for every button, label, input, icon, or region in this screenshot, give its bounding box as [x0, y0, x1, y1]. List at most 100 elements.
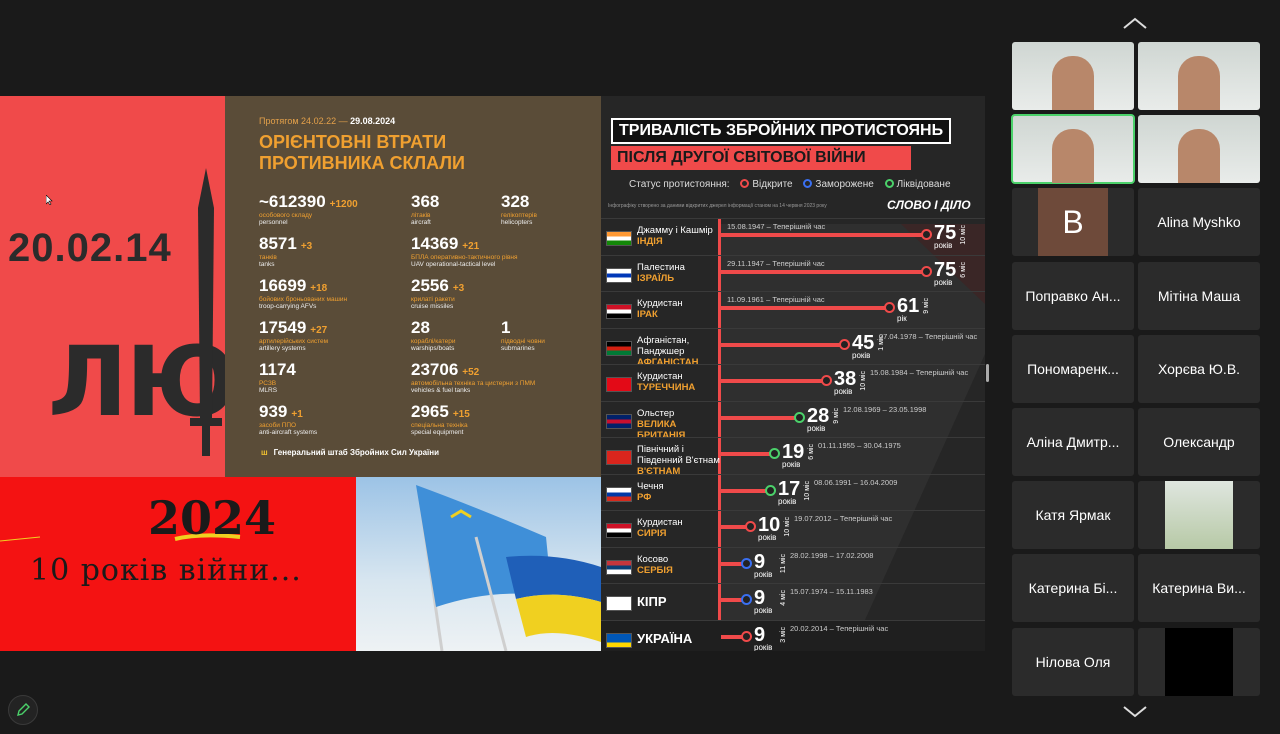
conflict-row: КІПР 9 років 4 міс 15.07.1974 – 15.11.1983 — [601, 583, 985, 620]
participant-tile[interactable]: Пономаренк... — [1012, 334, 1134, 403]
loss-stat-num: 1 — [501, 318, 511, 337]
chevron-up-icon[interactable] — [1122, 16, 1148, 30]
country-flag-icon — [606, 632, 632, 648]
loss-stat-ua: РСЗВ — [259, 380, 277, 387]
loss-stat-ua: автомобільна техніка та цистерни з ПММ — [411, 380, 536, 387]
participant-tile[interactable]: Олександр — [1138, 408, 1260, 476]
participant-video — [1052, 56, 1094, 110]
participant-tile[interactable]: Катерина Бі... — [1012, 554, 1134, 623]
participant-tile[interactable]: Поправко Ан... — [1012, 261, 1134, 330]
duration-years: 61 — [897, 295, 920, 317]
conflict-country: УКРАЇНА — [637, 632, 722, 646]
conflict-row: Ольстер ВЕЛИКА БРИТАНІЯ 28 років 9 міс 12.08.… — [601, 400, 985, 441]
country-flag-icon — [606, 304, 632, 319]
duration-months: 9 міс — [923, 298, 930, 314]
country-flag-icon — [606, 523, 632, 538]
country-flag-icon — [606, 267, 632, 283]
loss-stat-ua: засоби ППО — [259, 422, 297, 429]
infographic-note: Інфографіку створено за даними відкритих… — [608, 203, 827, 209]
status-frozen-icon — [803, 179, 813, 188]
participant-tile[interactable] — [1138, 627, 1260, 696]
conflict-country: Курдистан СИРІЯ — [637, 517, 722, 539]
conflict-country-name: РФ — [637, 491, 652, 503]
loss-stat-ua: спеціальна техніка — [411, 422, 468, 429]
participant-tile[interactable]: Хорєва Ю.В. — [1138, 334, 1260, 403]
loss-stat: 328 гелікоптерів helicopters — [501, 192, 661, 226]
participant-name: Хорєва Ю.В. — [1157, 360, 1241, 377]
pencil-icon — [17, 703, 30, 716]
duration-unit: років — [754, 606, 773, 615]
conflict-row: Курдистан ТУРЕЧЧИНА 38 років 10 міс 15.08.198… — [601, 364, 985, 401]
conflict-row: Чечня РФ 17 років 10 міс 08.06.1991 – 16.04.2… — [601, 473, 985, 511]
loss-stat: 16699 +18 бойових броньованих машин troop-c… — [259, 276, 419, 310]
duration-months: 9 міс — [833, 407, 840, 424]
participant-tile[interactable] — [1138, 481, 1260, 550]
participant-name: Мітіна Маша — [1157, 287, 1241, 304]
status-frozen-icon — [741, 594, 752, 605]
duration-bar — [721, 379, 826, 383]
conflict-row: Курдистан ІРАК 61 рік 9 міс 11.09.1961 – Тепе… — [601, 291, 985, 328]
loss-stat-inc: +1 — [291, 409, 303, 420]
loss-stat: 2556 +3 крилаті ракети cruise missiles — [411, 276, 571, 310]
duration-years: 38 — [834, 368, 857, 390]
country-flag-icon — [606, 450, 632, 465]
participant-tile[interactable] — [1012, 42, 1134, 110]
conflict-row: Афганістан, Панджшер АФГАНІСТАН 45 років 1 м… — [601, 327, 985, 368]
mouse-pointer-icon — [45, 192, 54, 206]
loss-stat-ua: БПЛА оперативно-тактичного рівня — [411, 254, 518, 261]
conflict-country-name: СЕРБІЯ — [637, 564, 673, 576]
duration-unit: років — [807, 423, 826, 433]
participant-tile[interactable] — [1011, 114, 1135, 185]
status-open-icon — [839, 338, 850, 350]
split-handle[interactable] — [986, 364, 989, 382]
participant-tile[interactable]: B — [1012, 188, 1134, 257]
duration-years: 10 — [758, 514, 781, 536]
conflict-dates: 15.07.1974 – 15.11.1983 — [790, 587, 873, 596]
participant-tile[interactable]: Катерина Ви... — [1138, 554, 1260, 623]
participant-tile[interactable]: Аліна Дмитр... — [1012, 408, 1134, 476]
duration-years: 9 — [754, 623, 766, 646]
conflict-region: Палестина — [637, 261, 685, 273]
duration-bar — [721, 269, 926, 274]
duration-years: 19 — [782, 441, 805, 463]
participant-tile[interactable] — [1138, 42, 1260, 110]
loss-stat-en: tanks — [259, 261, 275, 268]
conflict-dates: 08.06.1991 – 16.04.2009 — [814, 477, 898, 487]
loss-stat: 1 підводні човни submarines — [501, 318, 661, 352]
loss-stat-num: 23706 — [411, 360, 459, 379]
status-open-icon — [921, 229, 932, 240]
loss-stat-en: submarines — [501, 345, 535, 352]
loss-stat-en: helicopters — [501, 219, 533, 226]
loss-stat-num: 368 — [411, 192, 440, 211]
conflict-row: Косово СЕРБІЯ 9 років 11 міс 28.02.1998 – 17.… — [601, 546, 985, 584]
duration-unit: років — [754, 642, 773, 652]
loss-stat-en: personnel — [259, 219, 288, 226]
participant-tile[interactable]: Alina Myshko — [1138, 188, 1260, 257]
status-open-icon — [740, 179, 750, 188]
participant-tile[interactable]: Нілова Оля — [1012, 627, 1134, 696]
duration-years: 9 — [754, 550, 766, 573]
timeline-axis — [718, 218, 721, 651]
annotate-button[interactable] — [8, 695, 38, 725]
participant-tile[interactable]: Мітіна Маша — [1138, 261, 1260, 330]
conflict-row: УКРАЇНА 9 років 3 міс 20.02.2014 – Теперішні… — [601, 619, 985, 652]
duration-years: 75 — [934, 222, 957, 244]
duration-months: 4 міс — [780, 590, 787, 606]
trident-icon: ш — [261, 448, 268, 457]
chevron-down-icon[interactable] — [1122, 705, 1148, 719]
duration-months: 6 міс — [808, 444, 815, 460]
loss-stat: 368 літаків aircraft — [411, 192, 571, 226]
participant-tile[interactable] — [1138, 115, 1260, 184]
loss-stat-inc: +52 — [462, 367, 480, 378]
loss-stat-num: 328 — [501, 192, 530, 211]
loss-stat-en: special equipment — [411, 429, 464, 436]
loss-stat-ua: особового складу — [259, 212, 313, 219]
conflict-country-name: ІЗРАЇЛЬ — [637, 272, 675, 284]
duration-months: 10 міс — [960, 225, 967, 245]
participant-tile[interactable]: Катя Ярмак — [1012, 481, 1134, 550]
loss-stat-en: UAV operational-tactical level — [411, 261, 496, 268]
duration-bar — [721, 452, 774, 456]
war-text: 10 років війни... — [30, 553, 302, 588]
status-closed-icon — [884, 179, 894, 188]
shared-screen: 20.02.14 ЛЮТ Протягом 24.02.22 — 29.08.2… — [0, 96, 985, 651]
